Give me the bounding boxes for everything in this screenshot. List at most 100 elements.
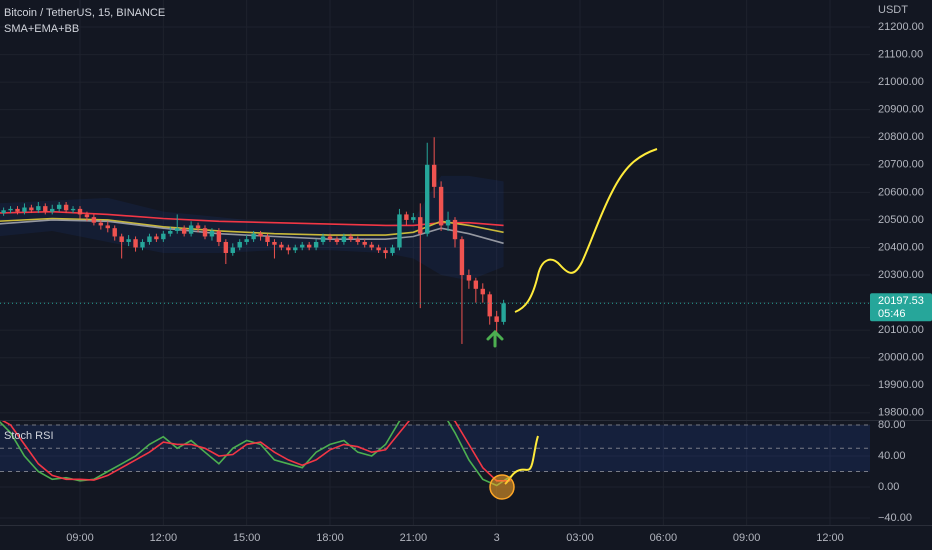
candle-body xyxy=(244,239,249,242)
candle-body xyxy=(313,241,319,248)
candle-body xyxy=(272,241,277,245)
axes: 19800.0019900.0020000.0020100.0020200.00… xyxy=(66,21,932,544)
candle-body xyxy=(320,236,326,242)
last-price-label: 20197.53 xyxy=(878,295,924,307)
x-tick-label: 3 xyxy=(494,532,500,544)
y-tick-label: 20000.00 xyxy=(878,352,924,364)
x-tick-label: 12:00 xyxy=(816,532,844,544)
candle-body xyxy=(8,208,13,211)
candle-body xyxy=(63,204,69,211)
candle-body xyxy=(459,239,465,276)
candle-body xyxy=(487,294,492,317)
x-tick-label: 21:00 xyxy=(400,532,428,544)
x-tick-label: 09:00 xyxy=(66,532,94,544)
y-tick-label: 40.00 xyxy=(878,450,906,462)
candle-body xyxy=(397,214,402,248)
y-tick-label: 20100.00 xyxy=(878,324,924,336)
candle-body xyxy=(181,228,187,234)
candle-body xyxy=(175,228,180,231)
stoch-pane xyxy=(0,421,870,525)
y-tick-label: 20600.00 xyxy=(878,186,924,198)
candle-body xyxy=(501,303,506,322)
candle-body xyxy=(300,244,305,248)
candle-body xyxy=(147,236,152,242)
candle-body xyxy=(452,219,458,240)
candle-body xyxy=(265,236,270,242)
candle-body xyxy=(84,214,90,218)
y-tick-label: 20300.00 xyxy=(878,269,924,281)
x-tick-label: 18:00 xyxy=(316,532,344,544)
candle-body xyxy=(154,236,159,240)
candle-body xyxy=(230,247,235,253)
candle-body xyxy=(216,230,222,242)
y-tick-label: 21200.00 xyxy=(878,21,924,33)
countdown-label: 05:46 xyxy=(878,308,906,320)
candle-body xyxy=(327,236,333,240)
stoch-label: Stoch RSI xyxy=(4,430,54,442)
x-tick-label: 09:00 xyxy=(733,532,761,544)
candle-body xyxy=(466,275,472,281)
candle-body xyxy=(22,207,27,212)
candle-body xyxy=(411,217,416,220)
y-tick-label: 21100.00 xyxy=(878,48,923,60)
candle-body xyxy=(70,208,76,211)
candle-body xyxy=(251,233,256,240)
candle-body xyxy=(480,288,485,295)
currency-label: USDT xyxy=(878,4,908,16)
candle-body xyxy=(286,247,291,251)
x-tick-label: 15:00 xyxy=(233,532,261,544)
candle-body xyxy=(445,219,451,226)
candle-body xyxy=(438,186,444,226)
candle-body xyxy=(404,214,409,220)
candle-body xyxy=(369,244,374,248)
y-tick-label: 20500.00 xyxy=(878,214,924,226)
candle-body xyxy=(77,208,83,215)
candle-body xyxy=(119,236,124,242)
candle-body xyxy=(140,241,145,248)
y-tick-label: 19900.00 xyxy=(878,379,924,391)
candle-body xyxy=(105,225,110,229)
candle-body xyxy=(36,206,41,211)
candle-body xyxy=(279,244,284,248)
candle-body xyxy=(355,239,360,242)
candle-body xyxy=(223,241,229,253)
bollinger-band xyxy=(0,175,504,281)
candle-body xyxy=(348,236,354,240)
candle-body xyxy=(202,228,208,237)
moving-average xyxy=(0,219,504,245)
symbol-title: Bitcoin / TetherUS, 15, BINANCE xyxy=(4,7,165,19)
candle-body xyxy=(418,217,423,234)
y-tick-label: 20800.00 xyxy=(878,131,924,143)
candle-body xyxy=(56,204,62,209)
highlight-circle xyxy=(489,474,515,500)
candle-body xyxy=(431,164,437,187)
x-tick-label: 12:00 xyxy=(150,532,178,544)
candle-body xyxy=(362,241,367,245)
candle-body xyxy=(293,247,298,251)
candle-body xyxy=(126,239,131,242)
indicator-label: SMA+EMA+BB xyxy=(4,23,79,35)
candle-body xyxy=(425,164,430,234)
y-tick-label: 80.00 xyxy=(878,419,906,431)
candle-body xyxy=(112,228,117,237)
x-tick-label: 06:00 xyxy=(650,532,678,544)
moving-average xyxy=(0,217,504,236)
candle-body xyxy=(383,250,388,253)
drawn-projection xyxy=(504,435,539,485)
y-tick-label: 20700.00 xyxy=(878,159,924,171)
candle-body xyxy=(43,206,48,212)
candle-body xyxy=(168,230,173,234)
candle-body xyxy=(237,241,242,248)
price-pane xyxy=(0,0,870,420)
candle-body xyxy=(258,233,263,237)
y-tick-label: 20400.00 xyxy=(878,241,924,253)
stoch-line xyxy=(1,421,511,482)
candle-body xyxy=(494,316,499,322)
y-tick-label: −40.00 xyxy=(878,512,912,524)
drawn-projection xyxy=(514,148,658,313)
candle-body xyxy=(306,244,312,248)
up-arrow xyxy=(486,329,504,348)
x-tick-label: 03:00 xyxy=(566,532,594,544)
candle-body xyxy=(334,239,340,242)
